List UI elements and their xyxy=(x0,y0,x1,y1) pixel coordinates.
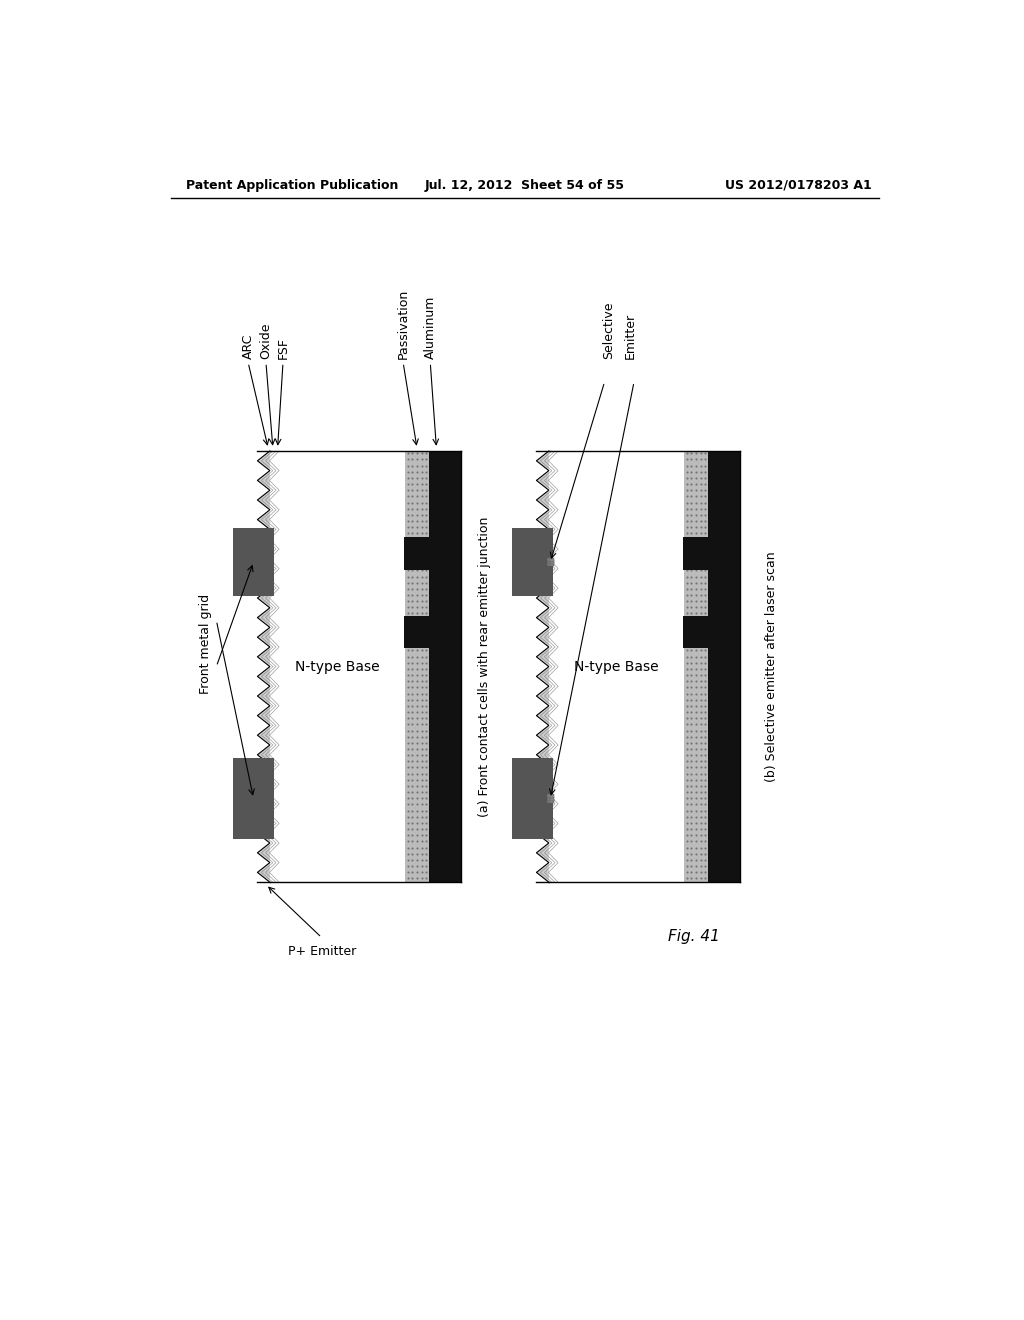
Bar xyxy=(406,451,429,882)
Bar xyxy=(683,616,708,648)
Bar xyxy=(512,528,553,595)
Bar xyxy=(708,451,740,882)
Bar xyxy=(684,451,708,882)
Text: N-type Base: N-type Base xyxy=(295,660,380,673)
Text: FSF: FSF xyxy=(276,337,290,359)
Text: Selective: Selective xyxy=(602,301,615,359)
Text: N-type Base: N-type Base xyxy=(574,660,659,673)
Text: Front metal grid: Front metal grid xyxy=(199,594,212,693)
Polygon shape xyxy=(537,451,549,882)
Text: (b) Selective emitter after laser scan: (b) Selective emitter after laser scan xyxy=(765,552,778,781)
Text: Emitter: Emitter xyxy=(624,313,637,359)
Bar xyxy=(549,451,684,882)
Bar xyxy=(270,451,406,882)
Bar xyxy=(233,758,273,840)
Bar xyxy=(233,528,273,595)
Bar xyxy=(512,758,553,840)
Text: Aluminum: Aluminum xyxy=(424,296,437,359)
Polygon shape xyxy=(257,451,270,882)
Bar xyxy=(403,537,429,570)
Text: ARC: ARC xyxy=(242,333,255,359)
Text: P+ Emitter: P+ Emitter xyxy=(288,945,356,958)
Text: Patent Application Publication: Patent Application Publication xyxy=(186,178,398,191)
Text: Oxide: Oxide xyxy=(259,322,272,359)
Text: US 2012/0178203 A1: US 2012/0178203 A1 xyxy=(725,178,872,191)
Text: Jul. 12, 2012  Sheet 54 of 55: Jul. 12, 2012 Sheet 54 of 55 xyxy=(425,178,625,191)
Text: Passivation: Passivation xyxy=(396,288,410,359)
Text: (a) Front contact cells with rear emitter junction: (a) Front contact cells with rear emitte… xyxy=(478,516,490,817)
Bar xyxy=(683,537,708,570)
Text: Fig. 41: Fig. 41 xyxy=(668,928,720,944)
Bar xyxy=(429,451,461,882)
Bar xyxy=(403,616,429,648)
